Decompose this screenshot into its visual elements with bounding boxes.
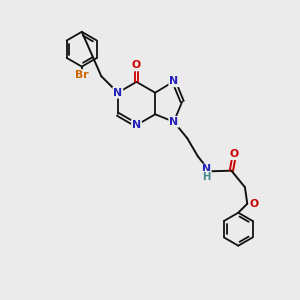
Text: O: O bbox=[249, 199, 259, 209]
Text: N: N bbox=[169, 76, 178, 86]
Text: N: N bbox=[132, 120, 141, 130]
Text: O: O bbox=[230, 149, 239, 159]
Text: O: O bbox=[132, 60, 141, 70]
Text: N: N bbox=[202, 164, 211, 175]
Text: Br: Br bbox=[75, 70, 88, 80]
Text: H: H bbox=[202, 172, 210, 182]
Text: N: N bbox=[169, 117, 178, 127]
Text: N: N bbox=[113, 88, 122, 98]
